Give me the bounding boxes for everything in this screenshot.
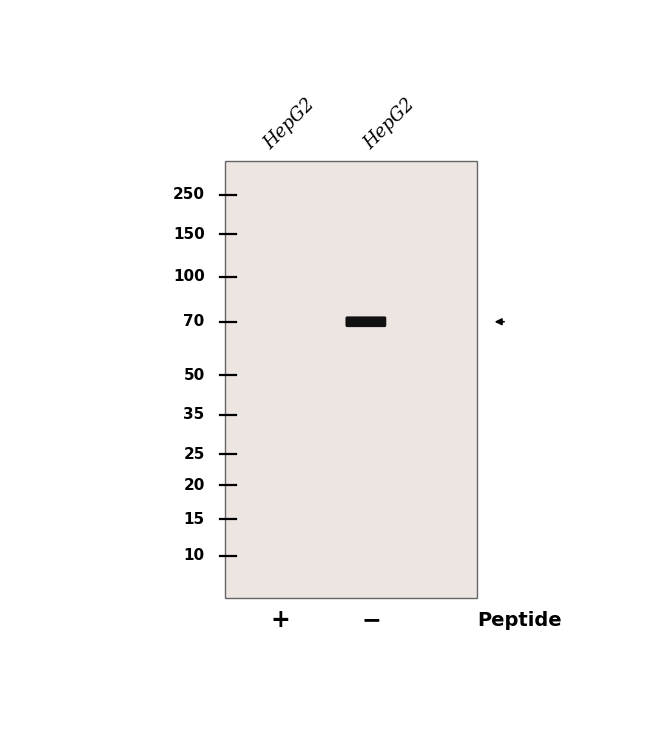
Text: Peptide: Peptide [478, 611, 562, 630]
Text: +: + [270, 608, 290, 632]
Text: 250: 250 [173, 187, 205, 203]
Text: 20: 20 [183, 478, 205, 493]
Text: HepG2: HepG2 [260, 95, 318, 153]
Text: 100: 100 [173, 269, 205, 284]
Text: 150: 150 [173, 227, 205, 242]
FancyBboxPatch shape [345, 316, 386, 327]
Text: HepG2: HepG2 [361, 95, 419, 153]
Text: 70: 70 [183, 314, 205, 329]
Text: 25: 25 [183, 447, 205, 462]
Text: 50: 50 [183, 367, 205, 383]
Text: 15: 15 [183, 512, 205, 526]
Text: 35: 35 [183, 407, 205, 422]
Text: −: − [361, 608, 381, 632]
Bar [225, 161, 476, 598]
Text: 10: 10 [183, 548, 205, 563]
